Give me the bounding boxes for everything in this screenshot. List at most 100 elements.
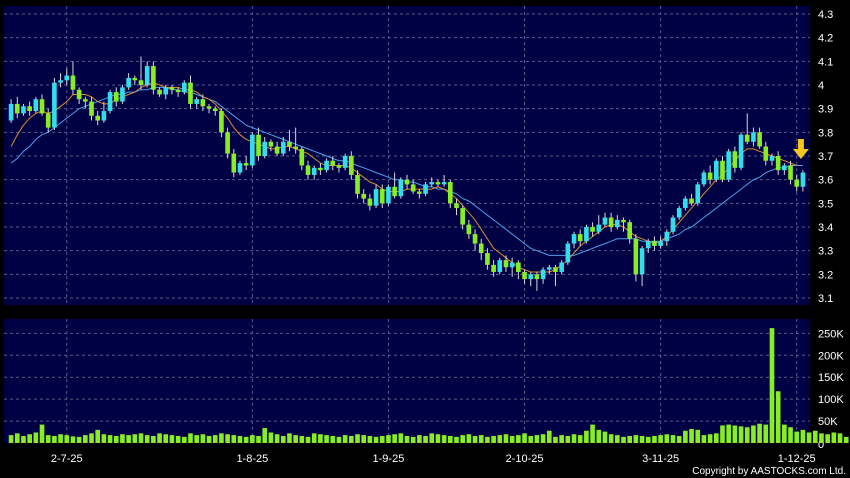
- candle-body: [14, 103, 20, 114]
- candle-body: [726, 151, 731, 180]
- volume-bar: [831, 432, 837, 443]
- candle-body: [163, 87, 169, 95]
- volume-bar: [212, 435, 218, 443]
- volume-tick-label: 150K: [818, 372, 844, 384]
- candle-body: [293, 146, 298, 149]
- volume-bar: [528, 435, 534, 443]
- candle-body: [89, 101, 94, 116]
- volume-bar: [794, 431, 800, 443]
- price-tick-label: 3.8: [818, 127, 833, 139]
- candle-body: [738, 134, 744, 168]
- copyright-text: Copyright by AASTOCKS.com Ltd.: [692, 466, 846, 477]
- candle-body: [225, 132, 230, 154]
- price-axis: 4.3 4.2 4.1 4 3.9 3.8 3.7 3.6 3.5 3.4 3.3 3.2 3.1: [818, 9, 833, 305]
- candle-body: [305, 165, 311, 175]
- volume-bar: [837, 433, 843, 443]
- candle-body: [268, 141, 274, 147]
- volume-bar: [188, 433, 193, 443]
- candle-body: [707, 172, 713, 180]
- candle-body: [423, 184, 428, 194]
- volume-bar: [367, 435, 373, 443]
- volume-bar: [534, 435, 540, 443]
- candle-body: [95, 115, 101, 121]
- volume-bar: [287, 433, 292, 443]
- volume-bar: [120, 434, 125, 443]
- candle-body: [522, 271, 527, 280]
- candle-body: [713, 160, 719, 180]
- candle-body: [219, 111, 224, 133]
- volume-bar: [256, 435, 261, 443]
- candle-body: [546, 267, 552, 270]
- volume-bar: [163, 434, 169, 443]
- volume-bar: [83, 435, 88, 443]
- volume-bar: [423, 435, 428, 443]
- price-tick-label: 3.6: [818, 175, 833, 187]
- candle-body: [126, 77, 131, 88]
- candle-body: [534, 274, 540, 280]
- volume-bar: [39, 424, 45, 443]
- volume-bar: [14, 433, 20, 443]
- candle-body: [349, 156, 354, 175]
- volume-bar: [472, 435, 478, 443]
- candle-body: [639, 248, 645, 275]
- candle-body: [782, 165, 787, 171]
- candle-body: [689, 198, 694, 204]
- candle-body: [280, 141, 286, 154]
- candle-body: [243, 163, 249, 166]
- candle-body: [355, 174, 360, 194]
- volume-bar: [553, 436, 558, 443]
- candle-body: [441, 182, 447, 185]
- volume-bar: [769, 328, 775, 443]
- volume-bar: [559, 435, 564, 443]
- candle-body: [132, 77, 138, 81]
- volume-bar: [652, 435, 657, 443]
- volume-bar: [336, 436, 342, 443]
- candle-body: [478, 243, 484, 254]
- candle-body: [21, 106, 26, 114]
- candle-body: [318, 167, 323, 171]
- volume-bar: [95, 429, 101, 443]
- volume-bar: [373, 436, 379, 443]
- price-grid: [4, 6, 810, 305]
- volume-bar: [565, 435, 571, 443]
- date-tick-label: 1-12-25: [778, 453, 816, 465]
- volume-bar: [800, 429, 806, 443]
- candle-body: [800, 172, 806, 187]
- candle-body: [379, 189, 385, 204]
- candle-body: [200, 99, 206, 107]
- price-tick-label: 3.4: [818, 222, 833, 234]
- candle-body: [540, 269, 546, 280]
- volume-bar: [342, 435, 348, 443]
- volume-bar: [788, 427, 793, 443]
- volume-bar: [751, 425, 756, 443]
- volume-bar: [485, 436, 490, 443]
- volume-grid: [4, 319, 810, 443]
- candle-body: [509, 262, 515, 268]
- candle-body: [76, 89, 82, 100]
- volume-bar: [379, 435, 385, 443]
- volume-bar: [664, 434, 670, 443]
- volume-bar: [126, 435, 131, 443]
- volume-bar: [324, 435, 329, 443]
- candle-body: [181, 82, 187, 93]
- volume-bar: [33, 432, 39, 443]
- volume-bar: [707, 434, 713, 443]
- volume-bar: [701, 435, 707, 443]
- candle-body: [120, 87, 125, 102]
- volume-bar: [819, 433, 824, 443]
- candle-body: [386, 186, 391, 204]
- price-tick-label: 4.3: [818, 9, 833, 21]
- volume-bar: [206, 435, 212, 443]
- candle-body: [256, 134, 261, 156]
- candle-body: [83, 99, 88, 102]
- candle-body: [287, 141, 292, 147]
- volume-bar: [812, 430, 818, 443]
- volume-bar: [596, 429, 602, 443]
- volume-bar: [274, 434, 280, 443]
- candle-body: [330, 160, 336, 166]
- volume-bar: [410, 436, 416, 443]
- date-tick-label: 1-8-25: [236, 453, 268, 465]
- candle-body: [429, 182, 435, 185]
- volume-bar: [194, 435, 199, 443]
- candle-body: [676, 208, 682, 218]
